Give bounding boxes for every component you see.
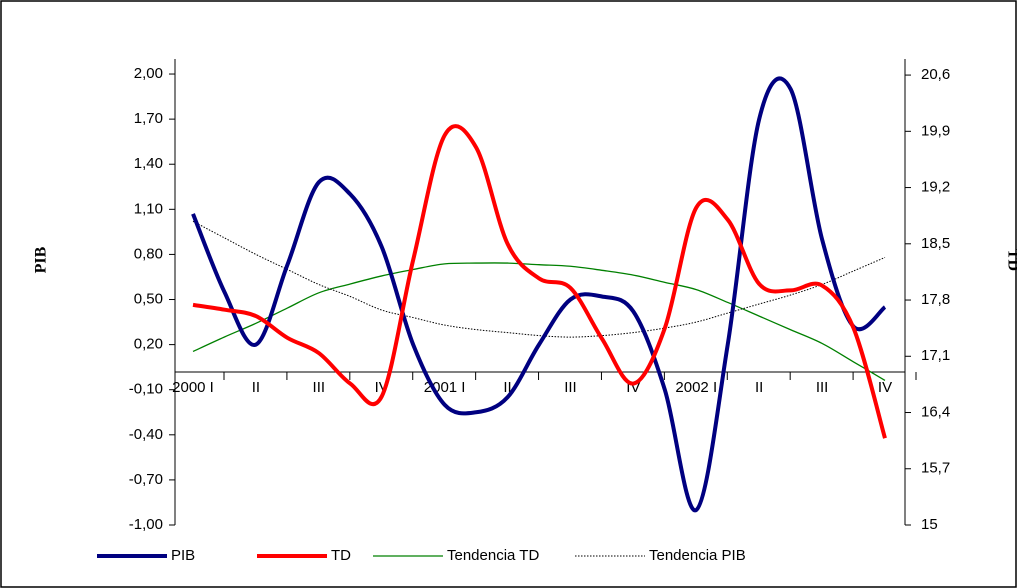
series-line (192, 124, 887, 439)
y2-tick-label: 20,6 (921, 66, 950, 83)
y-axis-label: PIB (33, 246, 50, 273)
y2-tick-label: 15,7 (921, 460, 950, 477)
x-tick-label: III (564, 379, 577, 396)
y-tick-label: 0,80 (134, 245, 163, 262)
x-tick-label: 2000 I (172, 379, 214, 396)
y-tick-label: -0,40 (129, 426, 163, 443)
x-tick-label: III (816, 379, 829, 396)
legend-label: TD (331, 547, 351, 564)
y-tick-label: 1,40 (134, 155, 163, 172)
y-tick-label: -1,00 (129, 516, 163, 533)
legend-label: PIB (171, 547, 195, 564)
x-tick-label: II (755, 379, 763, 396)
y2-tick-label: 16,4 (921, 403, 950, 420)
y-tick-label: 1,70 (134, 110, 163, 127)
x-tick-label: II (503, 379, 511, 396)
x-tick-label: 2002 I (675, 379, 717, 396)
y2-tick-label: 19,2 (921, 179, 950, 196)
y2-tick-label: 17,8 (921, 291, 950, 308)
legend-label: Tendencia TD (447, 547, 539, 564)
x-tick-label: III (313, 379, 326, 396)
y2-tick-label: 18,5 (921, 235, 950, 252)
y-tick-label: 0,20 (134, 336, 163, 353)
y2-axis-label: TD (1004, 249, 1017, 271)
x-tick-label: II (252, 379, 260, 396)
y-tick-label: 0,50 (134, 290, 163, 307)
y2-tick-label: 17,1 (921, 347, 950, 364)
y-tick-label: 2,00 (134, 65, 163, 82)
legend-label: Tendencia PIB (649, 547, 746, 564)
y-tick-label: 1,10 (134, 200, 163, 217)
series-line (192, 262, 886, 381)
y-tick-label: -0,70 (129, 471, 163, 488)
x-tick-label: IV (878, 379, 892, 396)
y2-tick-label: 15 (921, 516, 938, 533)
y2-tick-label: 19,9 (921, 122, 950, 139)
series-line (191, 76, 887, 512)
y-tick-label: -0,10 (129, 381, 163, 398)
